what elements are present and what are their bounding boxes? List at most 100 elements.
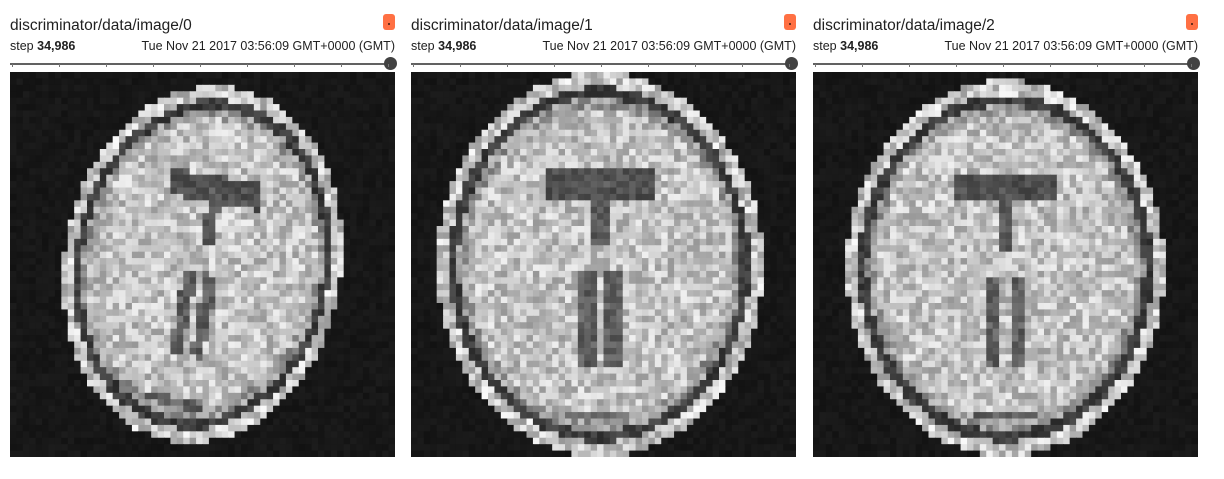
mri-pixel [324,290,332,298]
mri-pixel [526,84,534,92]
mri-pixel [443,104,451,112]
mri-pixel [260,405,268,413]
mri-pixel [93,386,101,394]
mri-pixel [725,161,733,169]
mri-pixel [488,97,496,105]
mri-pixel [616,181,624,189]
mri-pixel [74,373,82,381]
mri-pixel [757,181,765,189]
mri-pixel [455,110,463,118]
mri-pixel [29,386,37,394]
mri-pixel [67,91,75,99]
mri-pixel [279,181,287,189]
mri-pixel [208,97,216,105]
mri-pixel [164,238,172,246]
mri-pixel [273,142,281,150]
mri-pixel [151,277,159,285]
pin-icon[interactable] [784,14,796,30]
mri-pixel [22,104,30,112]
mri-pixel [61,116,69,124]
mri-pixel [144,367,152,375]
mri-pixel [48,213,56,221]
mri-pixel [462,97,470,105]
mri-pixel [725,155,733,163]
mri-pixel [362,129,370,137]
mri-pixel [468,181,476,189]
mri-pixel [22,136,30,144]
mri-pixel [176,206,184,214]
pin-icon[interactable] [383,14,395,30]
mri-pixel [119,213,127,221]
mri-pixel [183,283,191,291]
mri-pixel [298,315,306,323]
mri-pixel [215,181,223,189]
mri-pixel [343,418,351,426]
mri-pixel [144,418,152,426]
mri-pixel [337,341,345,349]
mri-pixel [481,110,489,118]
mri-pixel [228,380,236,388]
mri-pixel [305,251,313,259]
mri-pixel [112,232,120,240]
mri-pixel [183,226,191,234]
mri-pixel [693,116,701,124]
mri-pixel [151,335,159,343]
mri-pixel [468,136,476,144]
mri-pixel [266,181,274,189]
mri-pixel [443,116,451,124]
mri-pixel [119,97,127,105]
mri-pixel [674,123,682,131]
mri-pixel [343,303,351,311]
mri-pixel [411,193,419,201]
mri-pixel [138,405,146,413]
mri-pixel [292,251,300,259]
mri-pixel [285,437,293,445]
mri-pixel [22,97,30,105]
mri-pixel [99,116,107,124]
mri-pixel [375,193,383,201]
mri-pixel [674,149,682,157]
mri-pixel [170,373,178,381]
mri-pixel [520,149,528,157]
mri-pixel [106,270,114,278]
mri-pixel [266,431,274,439]
mri-pixel [234,251,242,259]
mri-pixel [571,193,579,201]
slider-thumb[interactable] [384,57,397,70]
mri-pixel [10,303,18,311]
step-slider[interactable] [10,56,397,70]
mri-pixel [151,123,159,131]
mri-pixel [616,161,624,169]
mri-pixel [48,136,56,144]
mri-pixel [151,219,159,227]
mri-pixel [343,283,351,291]
mri-pixel [539,149,547,157]
mri-pixel [170,412,178,420]
mri-pixel [298,450,306,457]
mri-pixel [273,97,281,105]
mri-pixel [273,405,281,413]
mri-pixel [260,277,268,285]
step-slider[interactable] [411,56,798,70]
mri-pixel [273,155,281,163]
mri-pixel [234,168,242,176]
mri-pixel [292,399,300,407]
mri-pixel [350,405,358,413]
mri-pixel [356,450,364,457]
slider-thumb[interactable] [785,57,798,70]
mri-pixel [330,110,338,118]
mri-pixel [375,418,383,426]
mri-pixel [609,200,617,208]
mri-pixel [253,174,261,182]
mri-pixel [629,84,637,92]
mri-pixel [16,450,24,457]
mri-pixel [462,104,470,112]
mri-pixel [494,91,502,99]
mri-pixel [157,245,165,253]
mri-pixel [234,309,242,317]
mri-pixel [119,142,127,150]
mri-pixel [629,213,637,221]
mri-pixel [35,418,43,426]
mri-pixel [520,78,528,86]
mri-pixel [343,116,351,124]
